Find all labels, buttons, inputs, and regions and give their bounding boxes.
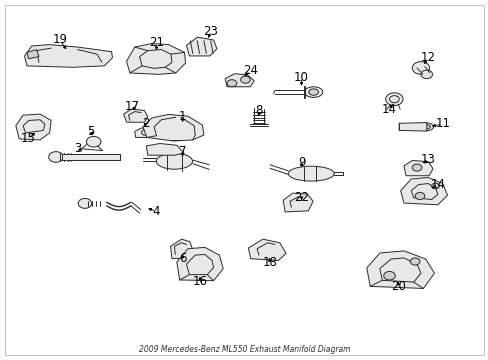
Polygon shape (403, 161, 432, 176)
Circle shape (420, 70, 432, 78)
Text: 4: 4 (152, 205, 160, 218)
Text: 15: 15 (20, 132, 35, 145)
Text: 6: 6 (179, 252, 186, 265)
Circle shape (383, 271, 394, 280)
Text: 22: 22 (293, 190, 308, 203)
Text: 2: 2 (142, 117, 149, 130)
Ellipse shape (156, 153, 192, 169)
Text: 10: 10 (293, 71, 308, 84)
Text: 14: 14 (429, 178, 445, 191)
Polygon shape (248, 239, 285, 260)
Ellipse shape (419, 123, 433, 131)
Circle shape (86, 136, 101, 147)
Circle shape (431, 183, 438, 189)
Ellipse shape (287, 166, 333, 181)
Polygon shape (135, 128, 154, 138)
Text: 24: 24 (243, 64, 257, 77)
Polygon shape (224, 74, 254, 87)
Polygon shape (27, 50, 39, 59)
Text: 23: 23 (203, 24, 218, 38)
Polygon shape (62, 154, 120, 160)
Text: 13: 13 (420, 153, 435, 166)
Circle shape (411, 62, 429, 75)
Text: 7: 7 (179, 145, 186, 158)
Ellipse shape (308, 89, 318, 95)
Circle shape (49, 152, 63, 162)
Polygon shape (24, 45, 112, 67)
Circle shape (240, 76, 250, 83)
Circle shape (414, 192, 424, 199)
Polygon shape (186, 37, 217, 56)
Polygon shape (16, 114, 51, 140)
Polygon shape (177, 247, 223, 281)
Text: 18: 18 (262, 256, 277, 269)
Polygon shape (400, 177, 447, 205)
Polygon shape (366, 251, 434, 288)
Text: 16: 16 (192, 275, 207, 288)
Polygon shape (126, 44, 185, 75)
Polygon shape (398, 123, 426, 131)
Text: 20: 20 (390, 280, 405, 293)
Polygon shape (123, 109, 147, 122)
Text: 3: 3 (74, 141, 81, 154)
Text: 5: 5 (87, 125, 94, 138)
Polygon shape (283, 193, 312, 212)
Circle shape (411, 164, 421, 171)
Text: 2009 Mercedes-Benz ML550 Exhaust Manifold Diagram: 2009 Mercedes-Benz ML550 Exhaust Manifol… (139, 345, 349, 354)
Text: 19: 19 (52, 33, 67, 46)
Text: 9: 9 (297, 157, 305, 170)
Text: 14: 14 (381, 103, 396, 116)
Text: 21: 21 (149, 36, 163, 49)
Ellipse shape (422, 125, 429, 129)
Ellipse shape (304, 87, 322, 98)
Text: 17: 17 (124, 100, 140, 113)
Text: 11: 11 (434, 117, 449, 130)
Text: 1: 1 (179, 111, 186, 123)
Circle shape (385, 93, 402, 105)
Text: 8: 8 (255, 104, 262, 117)
Text: 12: 12 (420, 51, 435, 64)
Polygon shape (170, 239, 192, 259)
Polygon shape (142, 114, 203, 141)
Circle shape (409, 258, 419, 265)
Circle shape (78, 198, 92, 208)
Circle shape (226, 80, 236, 87)
Polygon shape (146, 144, 183, 155)
